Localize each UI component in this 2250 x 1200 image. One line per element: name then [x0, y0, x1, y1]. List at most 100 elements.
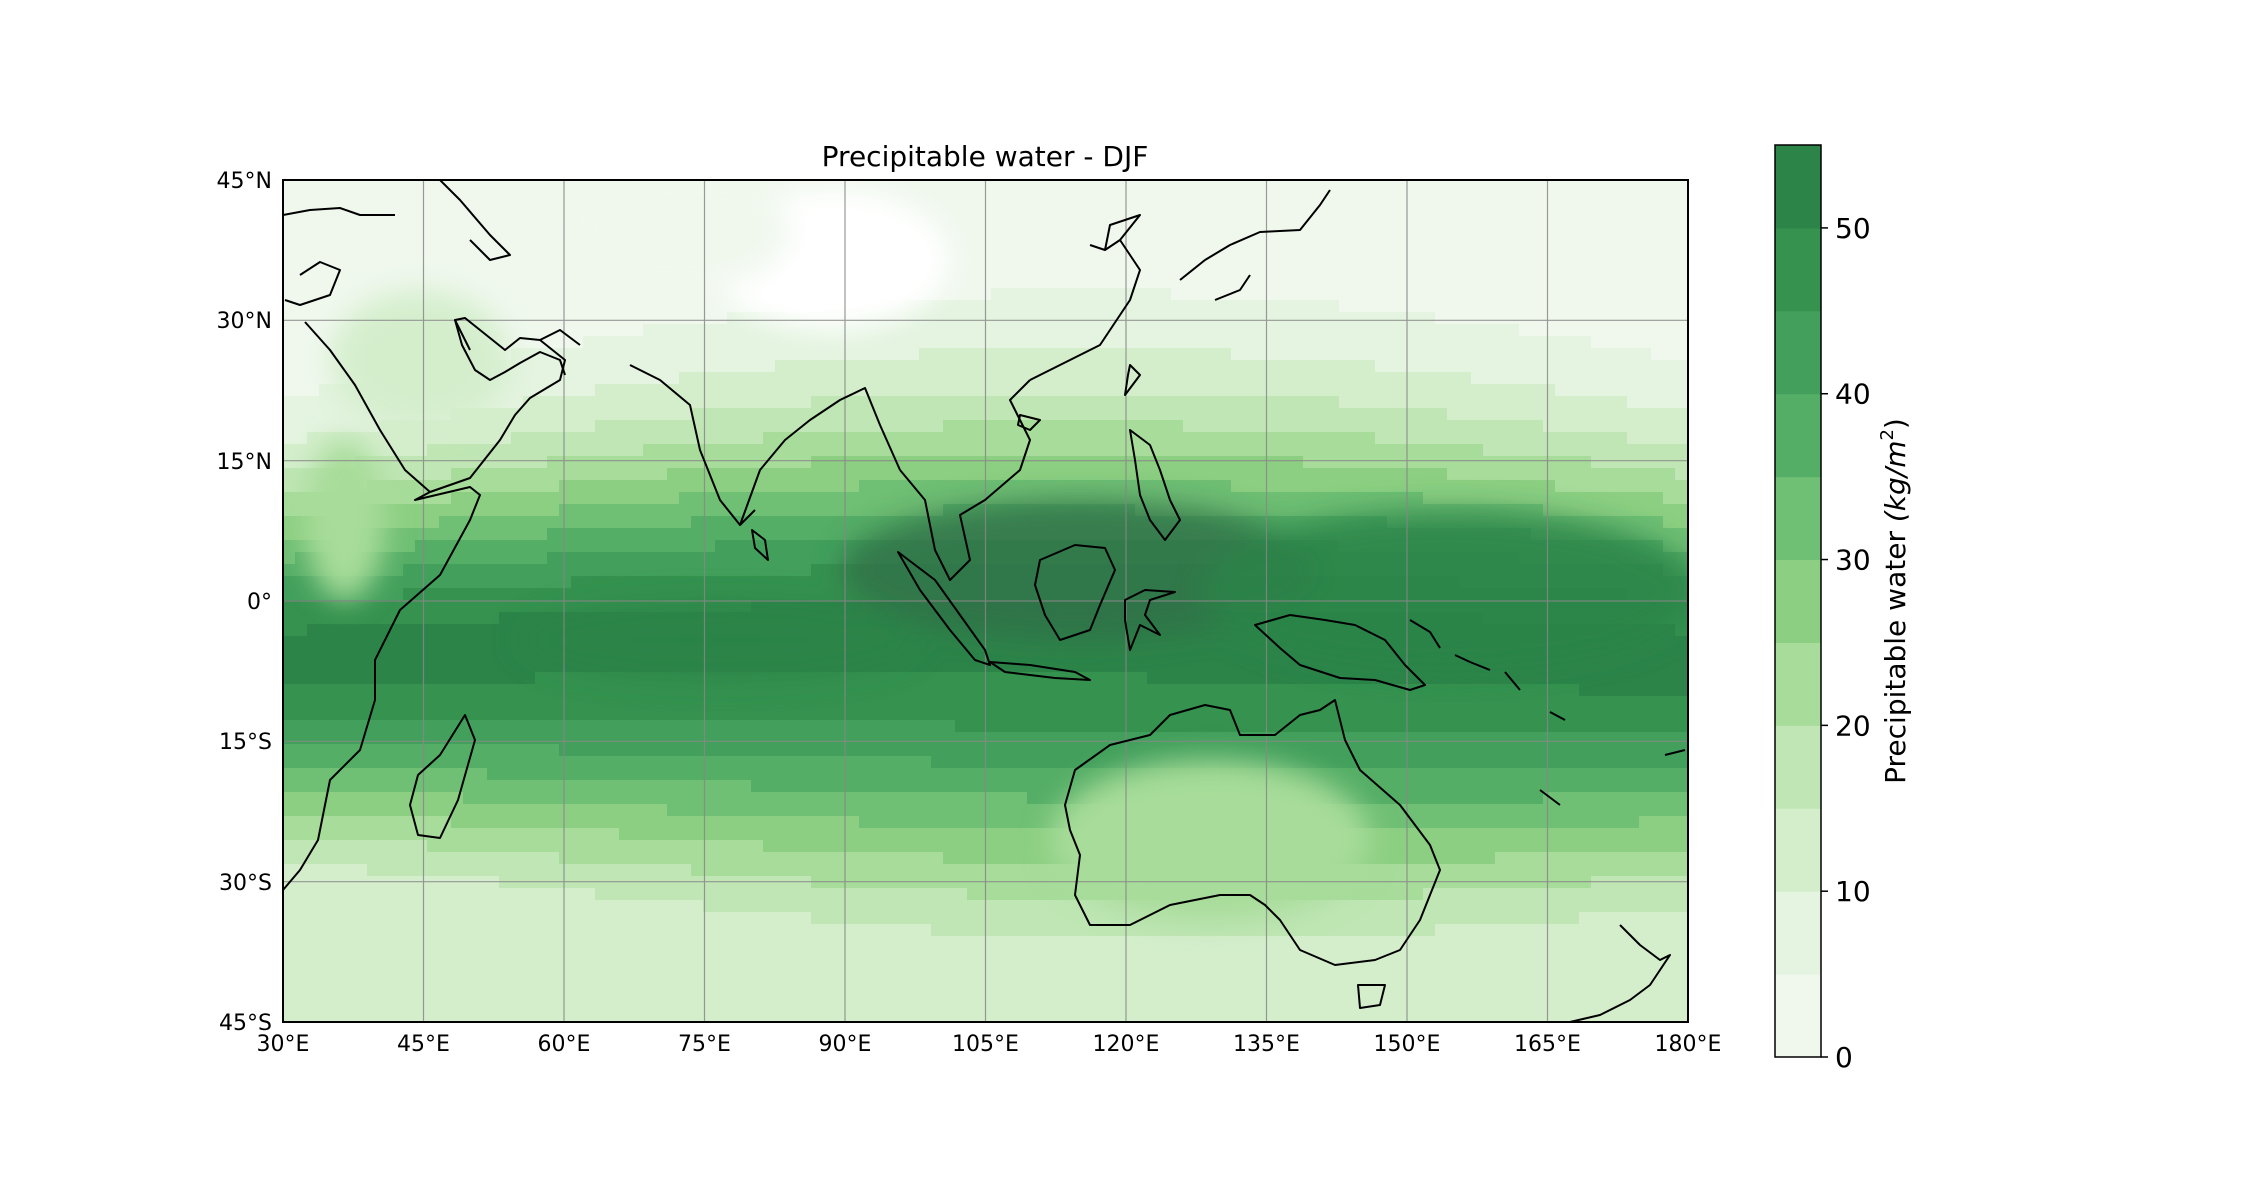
field-cell	[871, 684, 884, 697]
field-cell	[379, 852, 392, 865]
field-cell	[1075, 228, 1088, 241]
field-cell	[1111, 372, 1124, 385]
field-cell	[619, 420, 632, 433]
field-cell	[283, 684, 296, 697]
field-cell	[583, 300, 596, 313]
field-cell	[523, 468, 536, 481]
field-cell	[463, 600, 476, 613]
field-cell	[631, 540, 644, 553]
field-cell	[847, 504, 860, 517]
field-cell	[931, 732, 944, 745]
field-cell	[1063, 480, 1076, 493]
field-cell	[427, 864, 440, 877]
field-cell	[751, 732, 764, 745]
field-cell	[1123, 324, 1136, 337]
field-cell	[343, 852, 356, 865]
field-cell	[763, 972, 776, 985]
field-cell	[1039, 684, 1052, 697]
field-cell	[1111, 384, 1124, 397]
field-cell	[727, 900, 740, 913]
field-cell	[703, 1008, 716, 1021]
field-cell	[331, 948, 344, 961]
field-cell	[331, 840, 344, 853]
field-cell	[775, 840, 788, 853]
field-cell	[307, 672, 320, 685]
field-cell	[523, 456, 536, 469]
field-cell	[883, 372, 896, 385]
field-cell	[643, 840, 656, 853]
field-cell	[919, 996, 932, 1009]
field-cell	[1003, 804, 1016, 817]
field-cell	[1111, 696, 1124, 709]
field-cell	[595, 576, 608, 589]
field-cell	[1099, 708, 1112, 721]
field-cell	[391, 552, 404, 565]
field-cell	[787, 360, 800, 373]
field-cell	[1015, 708, 1028, 721]
field-cell	[1123, 408, 1136, 421]
field-cell	[415, 804, 428, 817]
field-cell	[1027, 852, 1040, 865]
field-cell	[883, 468, 896, 481]
field-cell	[415, 732, 428, 745]
field-cell	[487, 672, 500, 685]
field-cell	[1075, 396, 1088, 409]
field-cell	[847, 336, 860, 349]
field-cell	[955, 768, 968, 781]
field-cell	[439, 888, 452, 901]
field-cell	[835, 516, 848, 529]
field-cell	[943, 192, 956, 205]
field-cell	[1015, 648, 1028, 661]
field-cell	[391, 600, 404, 613]
field-cell	[931, 996, 944, 1009]
field-cell	[655, 564, 668, 577]
field-cell	[415, 684, 428, 697]
field-cell	[919, 384, 932, 397]
field-cell	[727, 696, 740, 709]
field-cell	[931, 888, 944, 901]
field-cell	[535, 804, 548, 817]
field-cell	[607, 312, 620, 325]
field-cell	[523, 924, 536, 937]
field-cell	[1063, 252, 1076, 265]
field-cell	[1075, 708, 1088, 721]
field-cell	[799, 912, 812, 925]
field-cell	[799, 180, 812, 193]
field-cell	[883, 960, 896, 973]
field-cell	[439, 912, 452, 925]
field-cell	[595, 840, 608, 853]
field-cell	[1003, 372, 1016, 385]
field-cell	[847, 804, 860, 817]
field-cell	[487, 744, 500, 757]
field-cell	[799, 840, 812, 853]
field-cell	[811, 444, 824, 457]
field-cell	[643, 432, 656, 445]
field-cell	[895, 432, 908, 445]
field-cell	[967, 852, 980, 865]
field-cell	[595, 864, 608, 877]
field-cell	[475, 432, 488, 445]
field-cell	[919, 744, 932, 757]
field-cell	[439, 972, 452, 985]
field-cell	[415, 780, 428, 793]
field-cell	[919, 1008, 932, 1021]
field-cell	[643, 468, 656, 481]
field-cell	[763, 948, 776, 961]
field-cell	[691, 588, 704, 601]
field-cell	[691, 696, 704, 709]
field-cell	[1063, 936, 1076, 949]
field-cell	[283, 924, 296, 937]
field-cell	[475, 960, 488, 973]
field-cell	[955, 744, 968, 757]
field-cell	[607, 840, 620, 853]
field-cell	[691, 528, 704, 541]
field-cell	[547, 972, 560, 985]
field-cell	[1051, 732, 1064, 745]
field-cell	[535, 396, 548, 409]
field-cell	[667, 804, 680, 817]
field-cell	[811, 576, 824, 589]
field-cell	[967, 828, 980, 841]
field-cell	[1063, 456, 1076, 469]
field-cell	[823, 972, 836, 985]
field-cell	[955, 756, 968, 769]
